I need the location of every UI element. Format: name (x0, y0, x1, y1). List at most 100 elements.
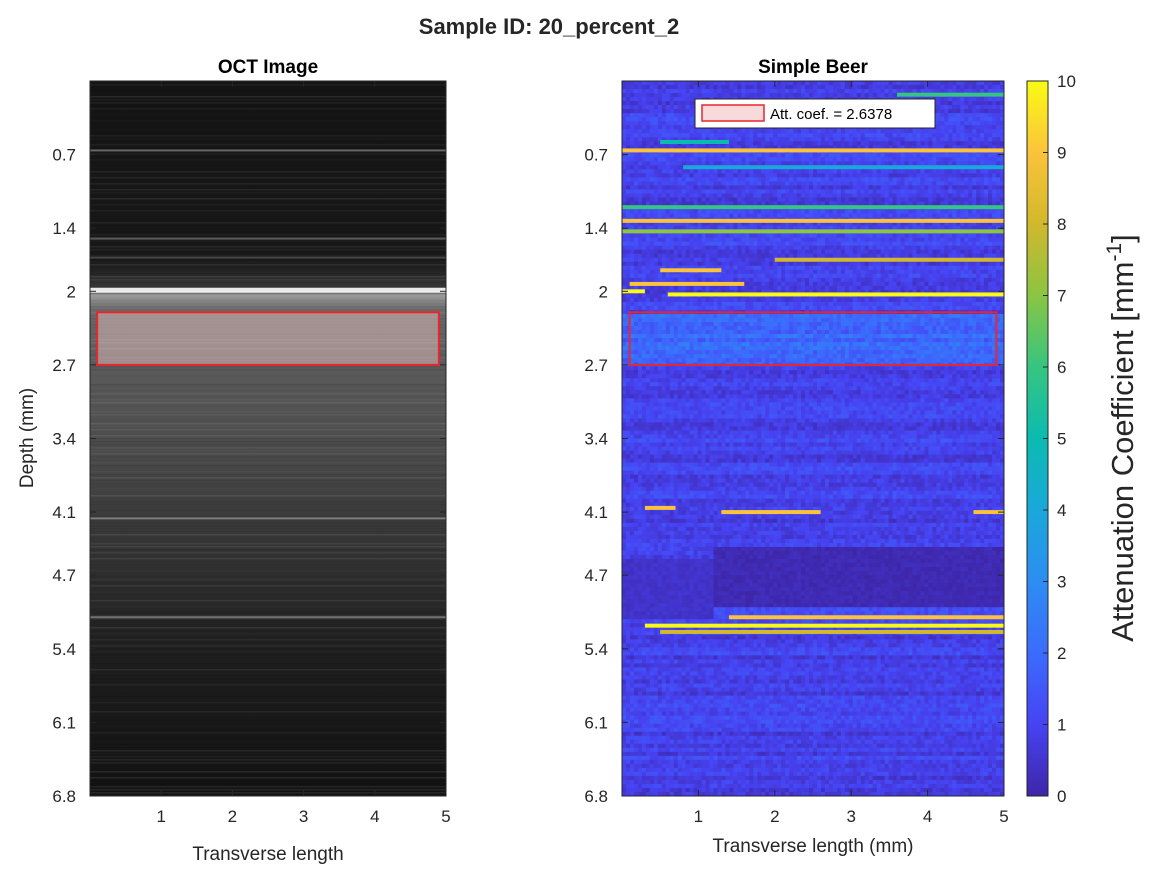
beer-cell (864, 81, 870, 86)
beer-cell (892, 85, 898, 90)
beer-cell (996, 81, 1001, 86)
beer-cell (872, 233, 878, 239)
beer-cell (936, 249, 941, 255)
beer-cell (777, 89, 782, 94)
beer-cell (741, 153, 746, 158)
beer-cell (980, 161, 985, 166)
beer-cell (809, 213, 814, 219)
beer-cell (856, 269, 862, 275)
beer-cell (665, 225, 671, 231)
beer-cell (709, 145, 715, 150)
beer-cell (801, 189, 806, 194)
beer-cell (689, 93, 695, 98)
beer-cell (705, 85, 711, 90)
beer-cell (932, 261, 937, 267)
beer-cell (733, 89, 738, 94)
beer-cell (868, 133, 874, 138)
oct-speckle-line (90, 252, 446, 254)
beer-cell (777, 225, 782, 231)
beer-cell (984, 137, 989, 142)
beer-cell (952, 193, 957, 198)
beer-cell (757, 213, 762, 219)
beer-cell (681, 213, 687, 219)
oct-speckle-line (90, 381, 446, 383)
beer-cell (872, 85, 878, 90)
oct-speckle-line (90, 438, 446, 440)
beer-cell (625, 109, 631, 114)
beer-cell (884, 173, 890, 178)
beer-cell (848, 153, 854, 158)
beer-cell (892, 225, 898, 231)
beer-cell (729, 209, 734, 215)
beer-cell (757, 193, 762, 198)
beer-cell (665, 133, 671, 138)
beer-cell (685, 209, 691, 215)
beer-cell (725, 161, 730, 166)
beer-cell (944, 269, 949, 275)
beer-cell (920, 253, 925, 259)
beer-cell (785, 201, 790, 207)
beer-cell (904, 193, 909, 198)
beer-cell (908, 273, 913, 279)
beer-cell (657, 253, 663, 259)
beer-cell (1000, 245, 1004, 251)
beer-cell (996, 113, 1001, 118)
beer-cell (665, 117, 671, 122)
beer-cell (653, 85, 659, 90)
beer-cell (753, 269, 758, 275)
beer-cell (928, 185, 933, 190)
beer-cell (852, 93, 858, 98)
beer-cell (622, 261, 627, 267)
beer-cell (717, 177, 722, 182)
beer-cell (832, 153, 838, 158)
beer-cell (972, 133, 977, 138)
beer-cell (713, 157, 718, 162)
beer-cell (940, 101, 945, 106)
beer-cell (657, 257, 663, 263)
beer-cell (832, 245, 838, 251)
beer-cell (956, 273, 961, 279)
beer-cell (972, 113, 977, 118)
oct-speckle-line (90, 261, 446, 263)
beer-cell (765, 173, 770, 178)
beer-cell (820, 129, 826, 134)
beer-cell (793, 189, 798, 194)
oct-speckle-line (90, 750, 446, 752)
beer-cell (960, 261, 965, 267)
beer-cell (813, 129, 818, 134)
beer-cell (884, 273, 890, 279)
beer-cell (769, 265, 774, 271)
beer-cell (908, 249, 913, 255)
beer-cell (685, 237, 691, 243)
beer-cell (828, 221, 834, 227)
beer-cell (701, 181, 707, 186)
beer-cell (705, 153, 711, 158)
beer-cell (936, 137, 941, 142)
oct-speckle-line (90, 507, 446, 509)
beer-cell (777, 221, 782, 227)
beer-cell (805, 193, 810, 198)
beer-cell (629, 261, 635, 267)
oct-speckle-line (90, 480, 446, 482)
beer-cell (852, 89, 858, 94)
beer-cell (900, 241, 906, 247)
beer-cell (729, 129, 734, 134)
beer-cell (713, 181, 718, 186)
beer-cell (824, 249, 830, 255)
oct-speckle-line (90, 792, 446, 794)
beer-cell (773, 181, 778, 186)
beer-cell (757, 177, 762, 182)
oct-speckle-line (90, 120, 446, 122)
beer-cell (816, 201, 822, 207)
beer-cell (677, 265, 683, 271)
beer-cell (896, 245, 902, 251)
beer-cell (864, 193, 870, 198)
beer-cell (785, 145, 790, 150)
oct-speckle-line (90, 174, 446, 176)
beer-cell (681, 145, 687, 150)
beer-cell (713, 173, 718, 178)
beer-cell (649, 117, 655, 122)
beer-cell (797, 169, 802, 174)
beer-cell (936, 97, 941, 102)
beer-cell (840, 181, 846, 186)
